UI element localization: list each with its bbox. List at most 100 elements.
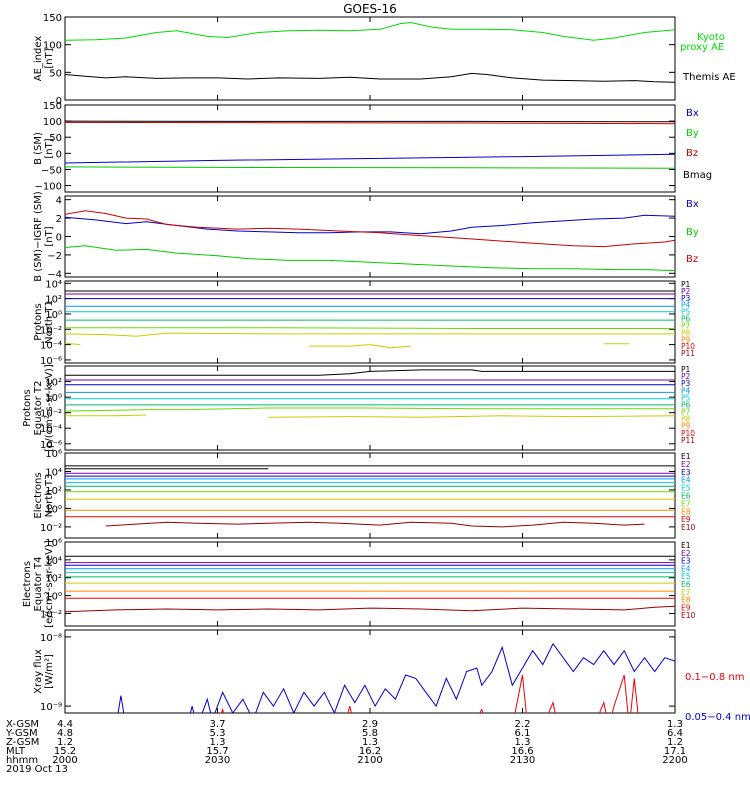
y-axis-label: [p/(cm²-s-sr-keV)] [44, 364, 55, 452]
ephemeris-value: 1.2 [667, 737, 683, 748]
y-tick-label: 10⁻² [40, 609, 62, 620]
ephemeris-value: 2.2 [515, 719, 531, 730]
legend-entry: E9 [681, 515, 691, 524]
legend-entry: P11 [681, 436, 695, 445]
ephemeris-value: 15.2 [54, 746, 76, 757]
ephemeris-label: X-GSM [6, 719, 39, 730]
series-group [65, 290, 675, 349]
series-group [65, 120, 675, 169]
series-line [65, 214, 675, 235]
ephemeris-value: 6.1 [515, 728, 531, 739]
y-tick-label: 10⁻² [40, 523, 62, 534]
ephemeris-value: 2200 [662, 755, 687, 766]
legend-entry: E2 [681, 549, 691, 558]
legend-entry: proxy AE [680, 42, 724, 53]
y-tick-label: 10⁰ [45, 393, 62, 404]
ephemeris-label: Y-GSM [5, 728, 38, 739]
legend-entry: E8 [681, 507, 691, 516]
y-tick-label: 150 [43, 13, 62, 24]
y-axis-label: [nT] [44, 48, 55, 68]
y-tick-label: −2 [47, 251, 62, 262]
legend-entry: P10 [681, 342, 695, 351]
legend-entry: E6 [681, 580, 691, 589]
legend-entry: E5 [681, 484, 691, 493]
series-line [65, 605, 675, 613]
series-line [65, 166, 675, 169]
series-line [309, 344, 411, 349]
y-tick-label: 10⁶ [45, 449, 62, 460]
legend-entry: P2 [681, 287, 691, 296]
y-tick-label: −50 [41, 165, 62, 176]
legend-entry: 0.1−0.8 nm [685, 672, 744, 683]
series-line [268, 415, 675, 418]
series-line [65, 369, 675, 376]
y-tick-label: 10⁻⁶ [40, 440, 62, 451]
series-line [65, 120, 675, 123]
ephemeris-value: 5.8 [362, 728, 378, 739]
ephemeris-value: 1.3 [210, 737, 226, 748]
legend-entry: E7 [681, 499, 691, 508]
legend-entry: E3 [681, 468, 691, 477]
y-axis-label: Protons [22, 389, 33, 426]
legend-entry: Bx [686, 199, 699, 210]
panel-xray: 10⁻⁸ 10⁻⁹ Xray flux [W/m²] 0.1−0.8 nm 0.05−0.… [33, 629, 750, 723]
y-axis-label: Electrons [33, 472, 44, 518]
y-axis-label: [nT] [44, 138, 55, 158]
legend-entry: P6 [681, 400, 691, 409]
y-axis-label: Xray flux [33, 649, 44, 694]
y-tick-label: 50 [49, 133, 62, 144]
y-axis-label: Equator T2 [33, 381, 44, 436]
ephemeris-label: hhmm [6, 755, 38, 766]
legend-entry: E4 [681, 476, 691, 485]
legend-entry: Bz [686, 254, 698, 265]
series-line [65, 245, 675, 272]
series-line [65, 21, 675, 41]
y-tick-label: 50 [49, 68, 62, 79]
legend-entry: P1 [681, 280, 691, 289]
legend-entry: P5 [681, 393, 691, 402]
legend-entry: P9 [681, 335, 691, 344]
y-tick-label: 10⁰ [45, 504, 62, 515]
legend-entry: E10 [681, 611, 696, 620]
legend-entry: E10 [681, 523, 696, 532]
legend-entry: E4 [681, 564, 691, 573]
y-tick-label: 100 [43, 41, 62, 52]
y-axis-label: Electrons [22, 561, 33, 607]
panel-frame [64, 104, 676, 193]
panel-frame [64, 629, 676, 714]
legend-entry: By [686, 128, 699, 139]
ephemeris-value: 4.4 [57, 719, 73, 730]
panel-protons_t2: 10⁻⁶ 10⁻⁴ 10⁻² 10⁰ 10² Protons Equator T2 [p/(c… [22, 364, 695, 452]
legend-entry: P9 [681, 422, 691, 431]
legend-entry: Kyoto [697, 32, 725, 43]
series-line [117, 642, 675, 713]
legend-entry: By [686, 227, 699, 238]
y-axis-label: North T3 [44, 474, 55, 518]
legend-entry: P4 [681, 301, 691, 310]
y-tick-label: 150 [43, 101, 62, 112]
y-tick-label: 10² [45, 295, 62, 306]
panel-frame [64, 541, 676, 627]
y-axis-label: Equator T4 [33, 557, 44, 612]
ephemeris-value: 5.3 [210, 728, 226, 739]
legend-entry: Bz [686, 148, 698, 159]
series-group [65, 465, 675, 528]
y-tick-label: 10⁶ [45, 538, 62, 549]
legend-entry: P7 [681, 408, 691, 417]
series-group [65, 555, 675, 613]
ephemeris-value: 2100 [357, 755, 382, 766]
legend-entry: P10 [681, 429, 695, 438]
y-axis-label: B (SM) [33, 132, 44, 165]
legend-entry: E1 [681, 541, 691, 550]
ephemeris-value: 4.8 [57, 728, 73, 739]
legend-entry: P11 [681, 349, 695, 358]
y-tick-label: 10⁻⁶ [40, 356, 62, 367]
panel-bsm: −100 −50 0 50 100 150 B (SM) [nT] Bx By Bz Bmag [33, 101, 712, 193]
panel-frame [64, 280, 676, 364]
y-tick-label: 0 [56, 96, 62, 107]
legend-entry: Bmag [683, 170, 712, 181]
ephemeris-value: 2.9 [362, 719, 378, 730]
y-tick-label: 10⁻² [40, 325, 62, 336]
